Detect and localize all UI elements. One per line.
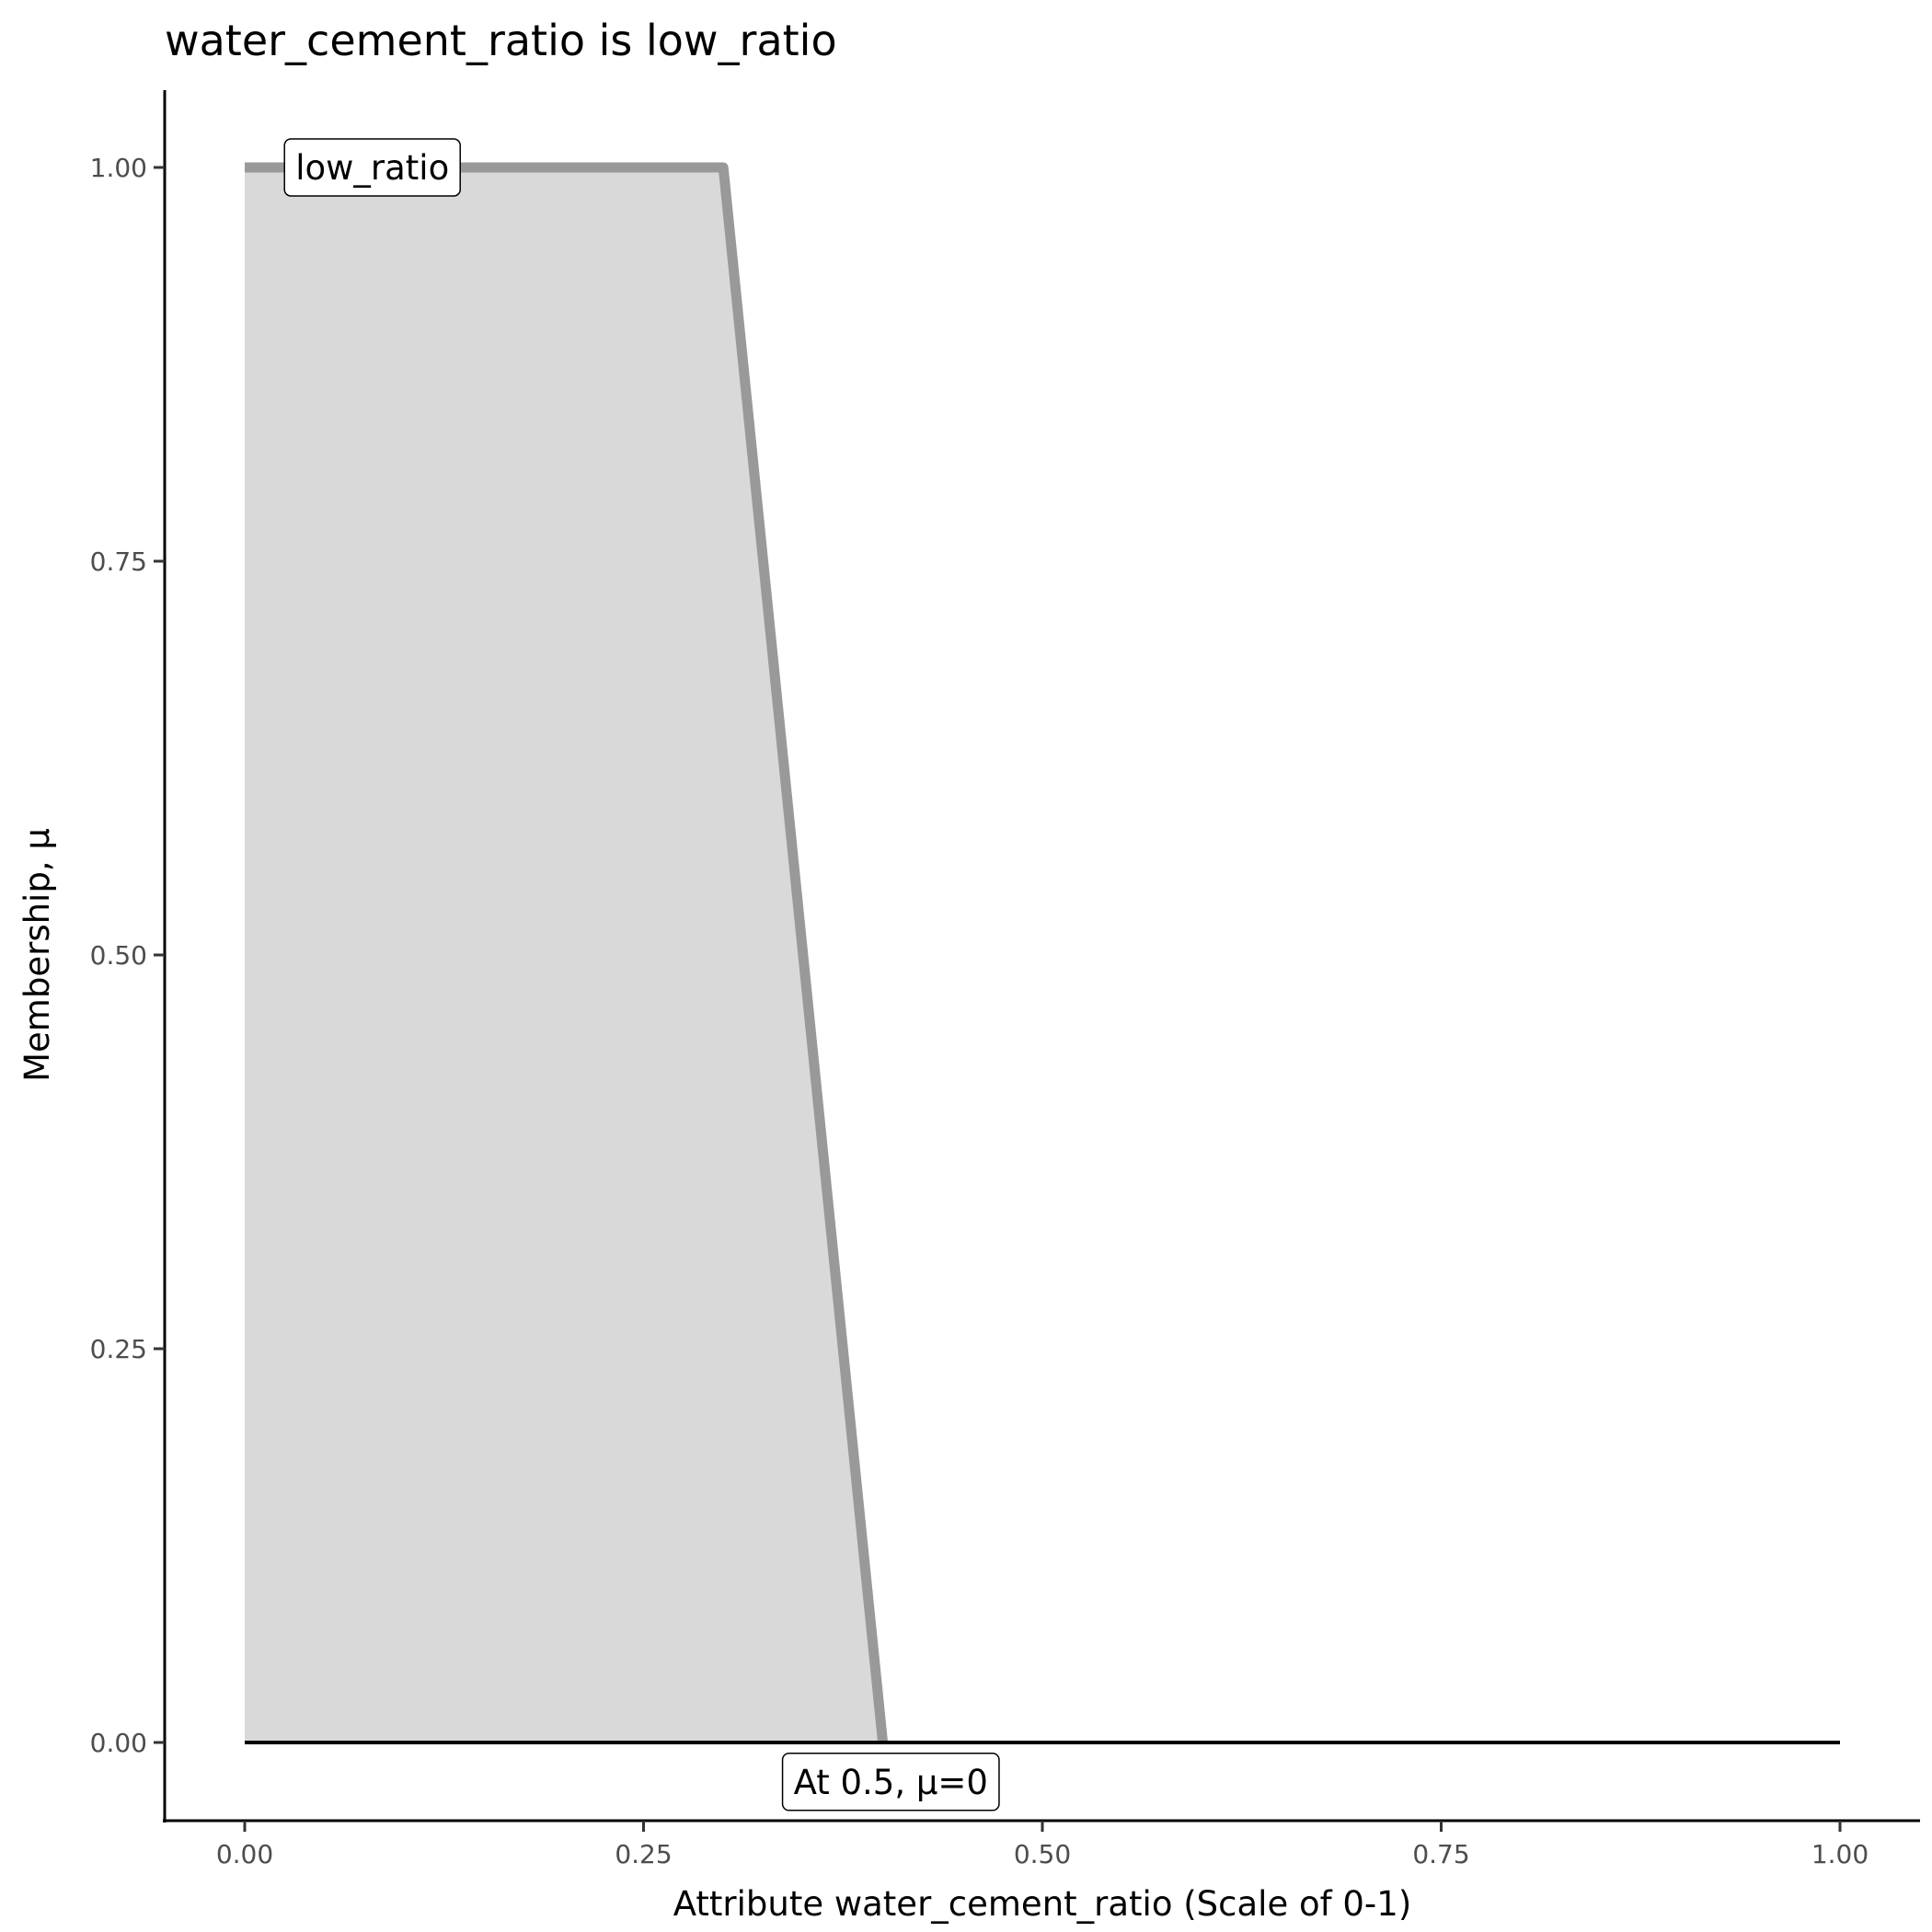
x-ticks: 0.00 0.25 0.50 0.75 1.00 — [216, 1821, 1869, 1869]
annotation-text: At 0.5, μ=0 — [794, 1763, 988, 1802]
annotation-text: low_ratio — [295, 148, 449, 188]
x-axis-label: Attribute water_cement_ratio (Scale of 0… — [673, 1884, 1412, 1924]
annotation-box — [781, 1753, 1000, 1811]
y-tick-label: 0.50 — [90, 940, 147, 971]
annotation-label: low_ratio — [283, 138, 461, 197]
x-tick-label: 0.25 — [615, 1839, 672, 1869]
chart-title: water_cement_ratio is low_ratio — [165, 16, 837, 65]
plot-area: low_ratio At 0.5, μ=0 — [245, 138, 1840, 1811]
x-tick-label: 1.00 — [1811, 1839, 1869, 1869]
y-ticks: 0.00 0.25 0.50 0.75 1.00 — [90, 153, 165, 1758]
x-tick-label: 0.75 — [1412, 1839, 1469, 1869]
annotation-box — [283, 138, 461, 197]
membership-area — [245, 167, 883, 1742]
y-tick-label: 0.75 — [90, 546, 147, 577]
annotation-label: At 0.5, μ=0 — [781, 1753, 1000, 1811]
y-axis-label: Membership, μ — [17, 828, 57, 1082]
x-tick-label: 0.50 — [1014, 1839, 1071, 1869]
y-tick-label: 1.00 — [90, 153, 147, 183]
y-tick-label: 0.00 — [90, 1728, 147, 1758]
x-tick-label: 0.00 — [216, 1839, 273, 1869]
y-tick-label: 0.25 — [90, 1334, 147, 1364]
